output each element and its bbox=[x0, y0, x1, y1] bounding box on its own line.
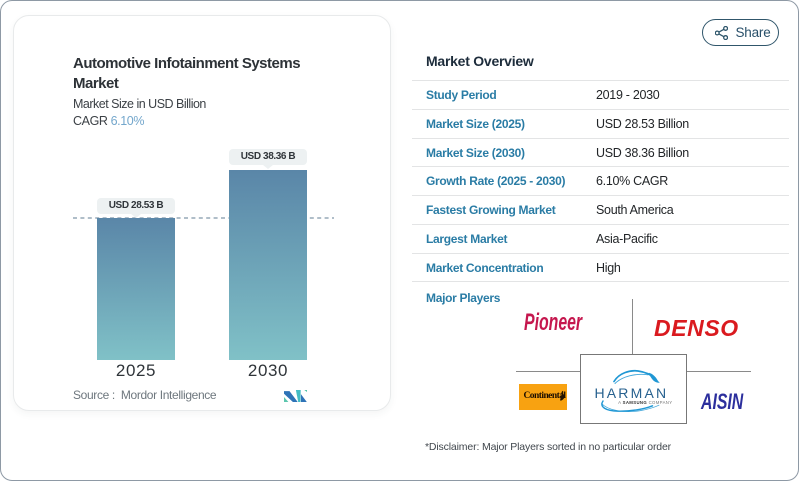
svg-text:A SAMSUNG COMPANY: A SAMSUNG COMPANY bbox=[618, 400, 672, 405]
svg-text:HARMAN: HARMAN bbox=[594, 385, 668, 401]
